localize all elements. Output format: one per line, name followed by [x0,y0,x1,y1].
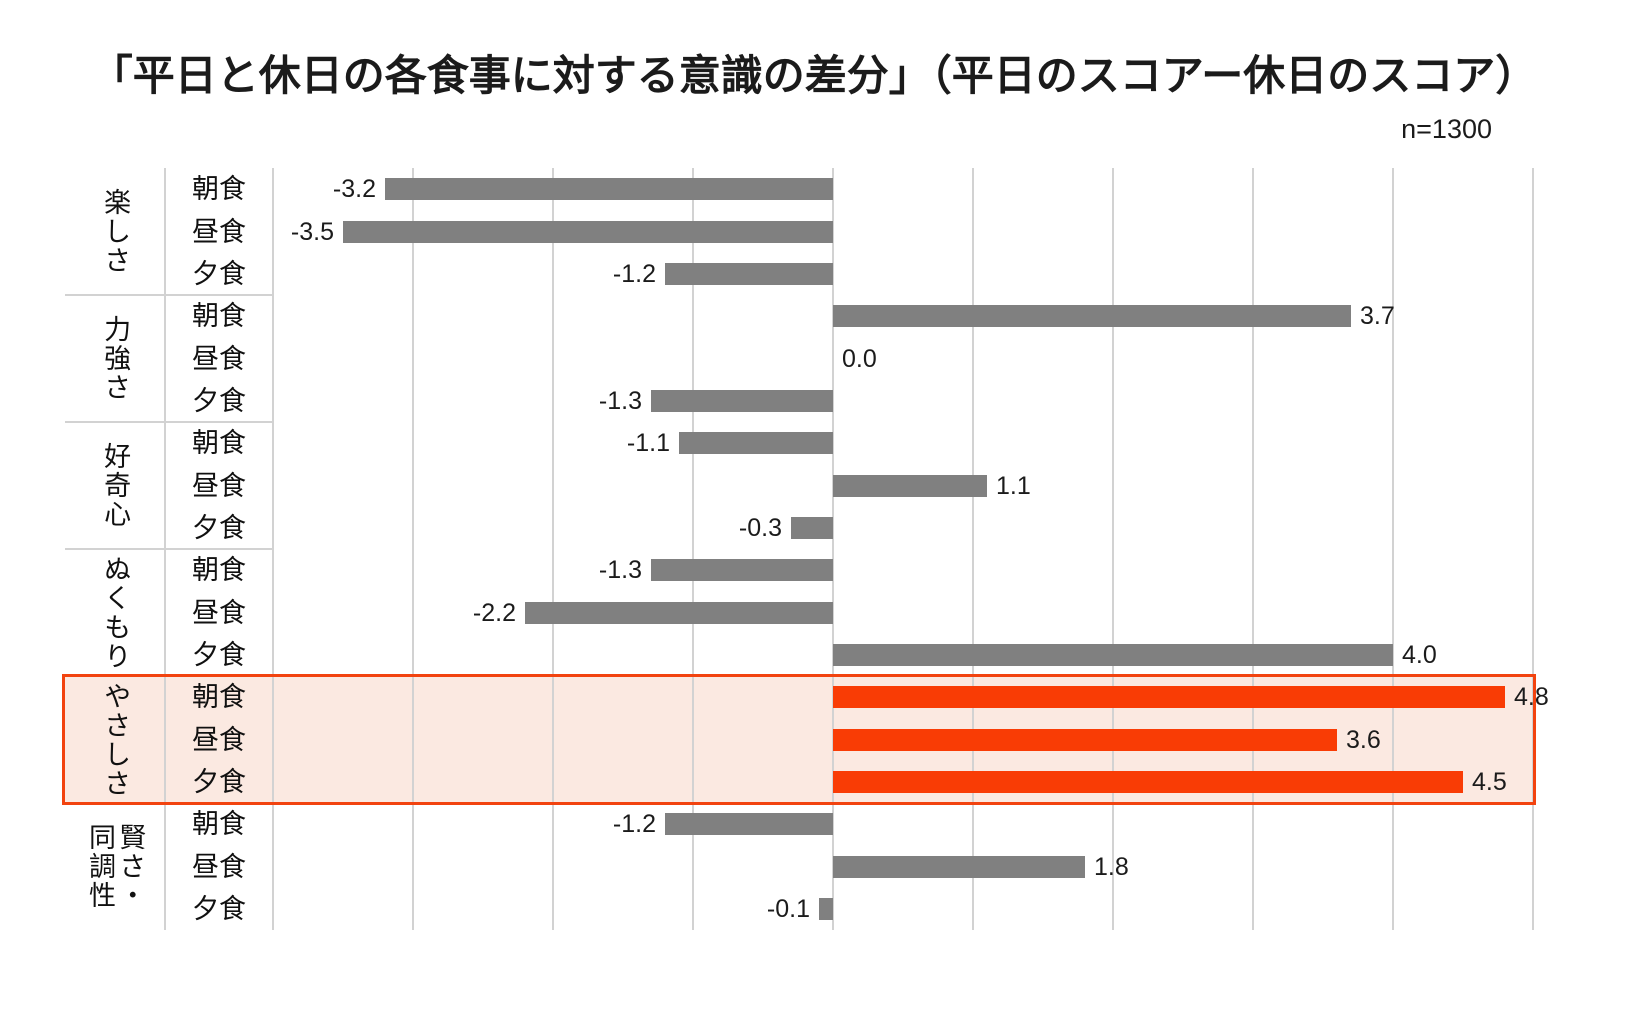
bar [665,262,833,285]
meal-label: 夕食 [192,639,246,670]
group-label-text: やさしさ [100,681,131,798]
value-label: 1.8 [1094,852,1129,881]
bar [833,855,1085,878]
value-label: 4.0 [1402,640,1437,669]
bar [833,474,987,497]
gridline [832,168,834,930]
gridline [1112,168,1114,930]
group-label-text: ぬくもり [100,554,131,671]
value-label: -1.3 [598,556,642,585]
chart-title: 「平日と休日の各食事に対する意識の差分」（平日のスコアー休日のスコア） [90,52,1538,99]
meal-label: 夕食 [192,258,246,289]
group-label-text: 楽しさ [100,188,131,275]
bar [343,220,833,243]
gridline [1252,168,1254,930]
bar-chart: 楽しさ 朝食 -3.2 昼食 -3.5 夕食 -1.2 力強さ 朝食 3.7 昼食 0.0 夕食 -1.3… [62,168,1549,930]
bar [385,178,833,201]
value-label: 0.0 [842,344,877,373]
gridline [972,168,974,930]
value-label: 3.7 [1360,302,1395,331]
value-label: -3.5 [290,217,334,246]
group-label: 好奇心 [65,422,165,549]
meal-label: 朝食 [192,428,246,459]
value-label: -0.3 [738,513,782,542]
gridline [1532,168,1534,930]
bar [651,559,833,582]
bar [651,389,833,412]
meal-label: 夕食 [192,512,246,543]
meal-label: 朝食 [192,174,246,205]
group-label: ぬくもり [65,549,165,676]
sample-size-label: n=1300 [1401,114,1492,144]
meal-label: 夕食 [192,893,246,924]
gridline [1392,168,1394,930]
meal-label: 昼食 [192,343,246,374]
meal-label: 朝食 [192,809,246,840]
value-label: 1.1 [996,471,1031,500]
group-label: 楽しさ [65,168,165,295]
value-label: -3.2 [332,175,376,204]
value-label: -1.3 [598,386,642,415]
value-label: -0.1 [766,894,810,923]
value-label: -1.1 [626,429,670,458]
value-label: -1.2 [612,810,656,839]
meal-label: 朝食 [192,301,246,332]
bar-highlighted [833,770,1463,793]
bar [833,643,1393,666]
group-label: 力強さ [65,295,165,422]
gridline [412,168,414,930]
bar [665,813,833,836]
value-label: 3.6 [1346,725,1381,754]
bar [679,432,833,455]
meal-label: 朝食 [192,682,246,713]
meal-label: 昼食 [192,216,246,247]
meal-label: 昼食 [192,724,246,755]
group-separator [65,421,273,423]
group-label-text: 好奇心 [100,442,131,529]
value-label: 4.5 [1472,767,1507,796]
meal-label: 夕食 [192,766,246,797]
meal-label: 昼食 [192,851,246,882]
meal-label: 夕食 [192,385,246,416]
group-label-text: 賢さ・ 同調性 [85,823,146,910]
bar [791,516,833,539]
highlight-box-border [62,674,1536,805]
gridline [692,168,694,930]
group-label: やさしさ [65,676,165,803]
group-separator [65,294,273,296]
group-label-text: 力強さ [100,315,131,402]
meal-label: 朝食 [192,555,246,586]
value-label: 4.8 [1514,683,1549,712]
bar [833,305,1351,328]
value-label: -1.2 [612,259,656,288]
gridline [272,168,274,930]
group-label: 賢さ・ 同調性 [65,803,165,930]
value-label: -2.2 [472,598,516,627]
bar [525,601,833,624]
bar-highlighted [833,686,1505,709]
gridline [552,168,554,930]
bar-highlighted [833,728,1337,751]
meal-label: 昼食 [192,470,246,501]
meal-label: 昼食 [192,597,246,628]
bar [819,897,833,920]
group-separator [65,548,273,550]
